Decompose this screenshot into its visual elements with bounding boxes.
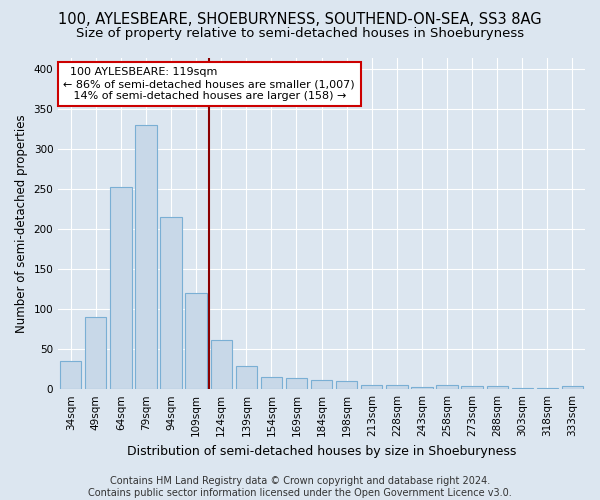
Bar (60, 361, 82, 389)
Y-axis label: Number of semi-detached properties: Number of semi-detached properties (15, 114, 28, 332)
Bar (136, 126, 157, 389)
Bar (185, 294, 207, 389)
Text: Size of property relative to semi-detached houses in Shoeburyness: Size of property relative to semi-detach… (76, 28, 524, 40)
Bar (236, 366, 257, 389)
Bar (386, 385, 407, 389)
Bar (562, 386, 583, 389)
Bar (85, 317, 106, 389)
Text: Contains HM Land Registry data © Crown copyright and database right 2024.
Contai: Contains HM Land Registry data © Crown c… (88, 476, 512, 498)
Text: 100, AYLESBEARE, SHOEBURYNESS, SOUTHEND-ON-SEA, SS3 8AG: 100, AYLESBEARE, SHOEBURYNESS, SOUTHEND-… (58, 12, 542, 28)
Bar (336, 381, 358, 389)
Text: 100 AYLESBEARE: 119sqm
← 86% of semi-detached houses are smaller (1,007)
   14% : 100 AYLESBEARE: 119sqm ← 86% of semi-det… (64, 68, 355, 100)
Bar (311, 380, 332, 389)
Bar (461, 386, 483, 389)
Bar (411, 387, 433, 389)
Bar (211, 340, 232, 389)
Bar (487, 386, 508, 389)
Bar (286, 378, 307, 389)
X-axis label: Distribution of semi-detached houses by size in Shoeburyness: Distribution of semi-detached houses by … (127, 444, 516, 458)
Bar (261, 377, 282, 389)
Bar (436, 385, 458, 389)
Bar (512, 388, 533, 389)
Bar (537, 388, 558, 389)
Bar (361, 385, 382, 389)
Bar (110, 187, 131, 389)
Bar (160, 218, 182, 389)
